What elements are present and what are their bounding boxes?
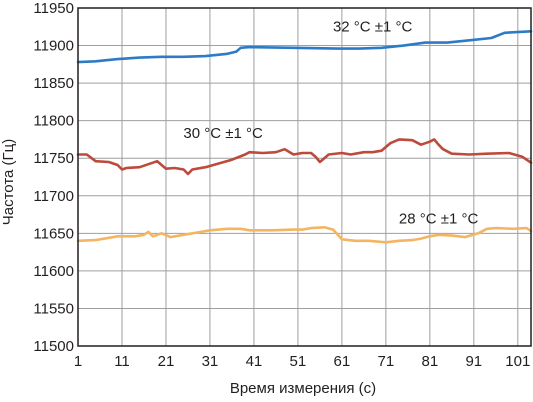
series-line-0: [76, 30, 533, 64]
y-tick-label: 11500: [33, 338, 74, 355]
x-axis-title: Время измерения (с): [230, 380, 376, 397]
x-tick-label: 71: [378, 353, 395, 370]
x-tick-label: 11: [114, 353, 130, 370]
x-tick-label: 101: [505, 353, 530, 370]
series-annotation: 30 °C ±1 °C: [183, 125, 263, 142]
y-tick-label: 11800: [33, 113, 74, 130]
y-tick-label: 11900: [33, 38, 74, 55]
x-tick-label: 1: [74, 353, 82, 370]
x-tick-label: 51: [290, 353, 307, 370]
y-tick-label: 11700: [33, 188, 74, 205]
y-tick-label: 11650: [33, 225, 74, 242]
y-tick-label: 11950: [33, 0, 74, 17]
y-tick-label: 11850: [33, 75, 74, 92]
x-tick-label: 81: [422, 353, 439, 370]
series-annotation: 32 °C ±1 °C: [333, 18, 413, 35]
y-tick-label: 11750: [33, 150, 74, 167]
plot-frame: [77, 7, 532, 347]
grid-lines: [78, 8, 531, 346]
y-tick-labels: 11500 11550 11600 11650 11700 11750 11800 11850…: [33, 0, 74, 355]
series-line-1: [76, 138, 533, 176]
y-tick-label: 11550: [33, 300, 74, 317]
y-tick-label: 11600: [33, 263, 74, 280]
x-tick-labels: 1 11 21 31 41 51 61 71 81 91 101: [74, 353, 530, 370]
x-tick-label: 21: [158, 353, 175, 370]
x-tick-label: 91: [465, 353, 482, 370]
series-line-2: [76, 226, 533, 244]
series-annotation: 28 °C ±1 °C: [399, 211, 479, 228]
x-tick-label: 41: [246, 353, 263, 370]
x-tick-label: 61: [334, 353, 351, 370]
series-annotations: 32 °C ±1 °C 30 °C ±1 °C 28 °C ±1 °C: [183, 18, 478, 227]
series-lines: [76, 30, 533, 244]
x-tick-label: 31: [202, 353, 219, 370]
y-axis-title: Частота (Гц): [0, 139, 17, 225]
